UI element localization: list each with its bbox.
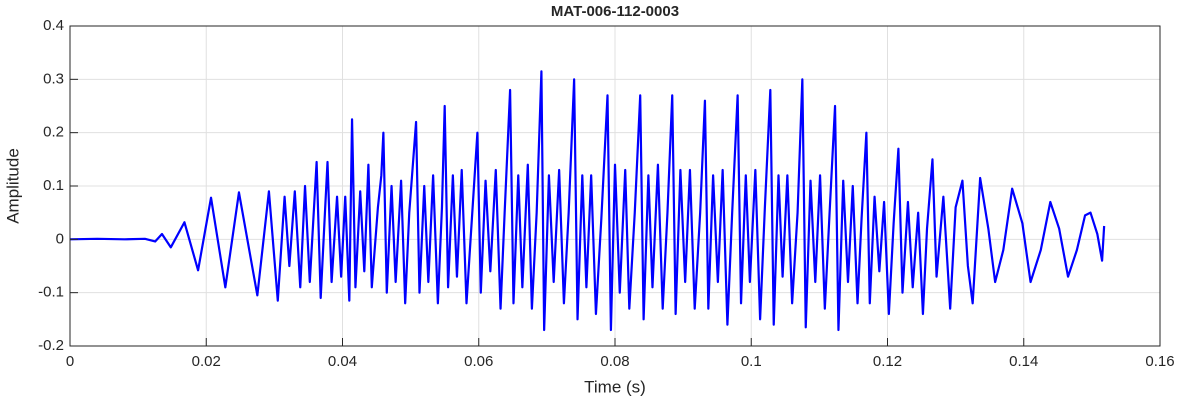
x-tick-label: 0.16 [1145,353,1174,370]
y-tick-label: 0.1 [43,177,64,194]
y-tick-label: 0.2 [43,124,64,141]
x-tick-label: 0.1 [741,353,762,370]
chart-title: MAT-006-112-0003 [551,3,679,20]
x-tick-label: 0.06 [464,353,493,370]
x-tick-label: 0.04 [328,353,357,370]
y-axis-label: Amplitude [3,148,22,224]
y-tick-label: 0.4 [43,17,64,34]
y-tick-label: 0 [56,230,64,247]
y-tick-label: 0.3 [43,70,64,87]
plot-area [69,70,1106,332]
x-tick-label: 0.14 [1009,353,1038,370]
y-tick-label: -0.1 [38,284,64,301]
x-axis-label: Time (s) [584,377,646,396]
ticks: 0 0.02 0.04 0.06 0.08 0.1 0.12 0.14 0.16 -0.2 -0.1… [38,17,1174,370]
x-tick-label: 0.08 [600,353,629,370]
x-tick-label: 0 [66,353,74,370]
y-tick-label: -0.2 [38,337,64,354]
x-tick-label: 0.12 [873,353,902,370]
waveform-line [69,70,1106,332]
x-tick-label: 0.02 [192,353,221,370]
